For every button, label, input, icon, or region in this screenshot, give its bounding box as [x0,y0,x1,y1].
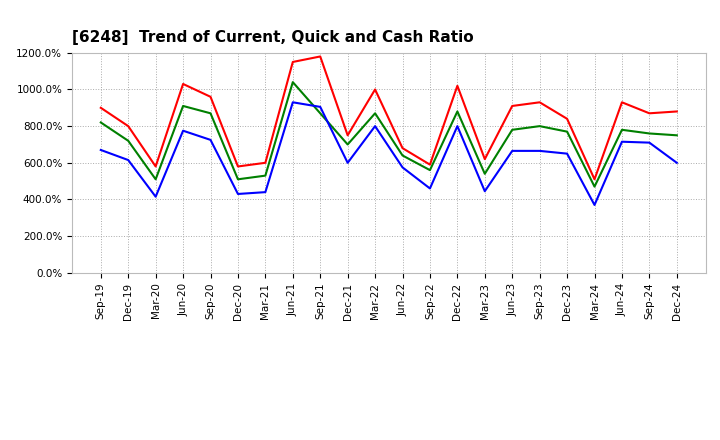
Quick Ratio [563,129,572,134]
Current Ratio [124,124,132,129]
Cash Ratio [371,124,379,129]
Cash Ratio [453,124,462,129]
Quick Ratio [453,109,462,114]
Cash Ratio [261,190,270,195]
Current Ratio [618,99,626,105]
Cash Ratio [536,148,544,154]
Cash Ratio [151,194,160,199]
Cash Ratio [590,202,599,208]
Quick Ratio [179,103,187,109]
Quick Ratio [289,80,297,85]
Quick Ratio [96,120,105,125]
Quick Ratio [151,176,160,182]
Cash Ratio [480,189,489,194]
Cash Ratio [618,139,626,144]
Cash Ratio [179,128,187,133]
Cash Ratio [563,151,572,156]
Quick Ratio [590,184,599,189]
Current Ratio [316,54,325,59]
Current Ratio [289,59,297,65]
Current Ratio [563,116,572,121]
Cash Ratio [343,160,352,165]
Quick Ratio [618,127,626,132]
Current Ratio [206,94,215,99]
Cash Ratio [96,147,105,153]
Cash Ratio [645,140,654,145]
Current Ratio [233,164,242,169]
Legend: Current Ratio, Quick Ratio, Cash Ratio: Current Ratio, Quick Ratio, Cash Ratio [192,437,586,440]
Quick Ratio [426,168,434,173]
Cash Ratio [672,160,681,165]
Quick Ratio [316,110,325,116]
Quick Ratio [645,131,654,136]
Quick Ratio [343,142,352,147]
Current Ratio [426,162,434,167]
Current Ratio [480,157,489,162]
Quick Ratio [124,138,132,143]
Current Ratio [536,99,544,105]
Quick Ratio [398,153,407,158]
Line: Cash Ratio: Cash Ratio [101,102,677,205]
Current Ratio [151,164,160,169]
Quick Ratio [371,110,379,116]
Current Ratio [179,81,187,87]
Current Ratio [645,110,654,116]
Current Ratio [96,105,105,110]
Cash Ratio [508,148,516,154]
Quick Ratio [480,171,489,176]
Cash Ratio [206,137,215,143]
Cash Ratio [289,99,297,105]
Cash Ratio [398,165,407,170]
Quick Ratio [233,176,242,182]
Cash Ratio [124,158,132,163]
Quick Ratio [206,110,215,116]
Quick Ratio [261,173,270,178]
Cash Ratio [316,104,325,110]
Quick Ratio [536,124,544,129]
Current Ratio [371,87,379,92]
Current Ratio [590,176,599,182]
Cash Ratio [233,191,242,197]
Line: Current Ratio: Current Ratio [101,56,677,180]
Line: Quick Ratio: Quick Ratio [101,82,677,187]
Current Ratio [508,103,516,109]
Quick Ratio [672,132,681,138]
Quick Ratio [508,127,516,132]
Current Ratio [261,160,270,165]
Current Ratio [672,109,681,114]
Cash Ratio [426,186,434,191]
Current Ratio [453,83,462,88]
Current Ratio [343,132,352,138]
Current Ratio [398,146,407,151]
Text: [6248]  Trend of Current, Quick and Cash Ratio: [6248] Trend of Current, Quick and Cash … [72,29,474,45]
